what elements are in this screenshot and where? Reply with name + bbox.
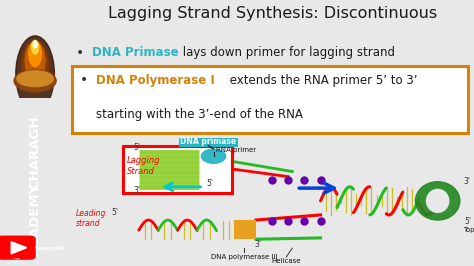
Text: 3': 3' — [464, 177, 471, 186]
Text: 3': 3' — [133, 186, 140, 195]
Text: Topoisomerase: Topoisomerase — [464, 227, 474, 233]
Text: RNA primer: RNA primer — [216, 147, 255, 153]
Ellipse shape — [415, 182, 460, 220]
Text: Leading
strand: Leading strand — [76, 209, 107, 228]
Ellipse shape — [427, 189, 449, 212]
Text: starting with the 3’-end of the RNA: starting with the 3’-end of the RNA — [96, 108, 303, 121]
FancyBboxPatch shape — [181, 138, 237, 146]
Text: DNA Polymerase I: DNA Polymerase I — [96, 74, 215, 87]
Text: Subscribe: Subscribe — [35, 246, 66, 251]
Text: 5': 5' — [464, 217, 471, 226]
Text: 5': 5' — [111, 208, 118, 217]
Text: Lagging Strand Synthesis: Discontinuous: Lagging Strand Synthesis: Discontinuous — [108, 6, 437, 20]
FancyBboxPatch shape — [0, 236, 35, 259]
Text: extends the RNA primer 5’ to 3’: extends the RNA primer 5’ to 3’ — [226, 74, 417, 87]
Ellipse shape — [16, 36, 55, 112]
Text: Lagging
Strand: Lagging Strand — [127, 156, 160, 176]
Text: ☞: ☞ — [11, 256, 20, 266]
Ellipse shape — [17, 71, 53, 87]
Text: ssDNA binding proteins: ssDNA binding proteins — [251, 265, 333, 266]
Text: Helicase: Helicase — [272, 258, 301, 264]
Ellipse shape — [14, 70, 56, 92]
Text: DNA primase: DNA primase — [180, 138, 237, 146]
Text: ACADEMY: ACADEMY — [28, 182, 42, 256]
Text: CHARAGH: CHARAGH — [28, 115, 42, 189]
Text: 5': 5' — [206, 178, 213, 188]
Ellipse shape — [201, 149, 226, 163]
Text: •: • — [76, 45, 84, 60]
Text: •: • — [80, 73, 89, 87]
Text: DNA Primase: DNA Primase — [92, 46, 179, 59]
Polygon shape — [11, 242, 27, 254]
Text: lays down primer for lagging strand: lays down primer for lagging strand — [179, 46, 395, 59]
Text: 3': 3' — [255, 240, 262, 249]
Ellipse shape — [25, 42, 45, 80]
Bar — [123, 146, 232, 193]
Text: 5': 5' — [133, 143, 140, 152]
FancyBboxPatch shape — [72, 66, 468, 134]
Ellipse shape — [22, 41, 48, 93]
Bar — [234, 220, 256, 239]
Ellipse shape — [29, 42, 41, 66]
Ellipse shape — [32, 40, 38, 54]
Text: DNA polymerase III: DNA polymerase III — [210, 254, 277, 260]
Ellipse shape — [33, 41, 37, 48]
